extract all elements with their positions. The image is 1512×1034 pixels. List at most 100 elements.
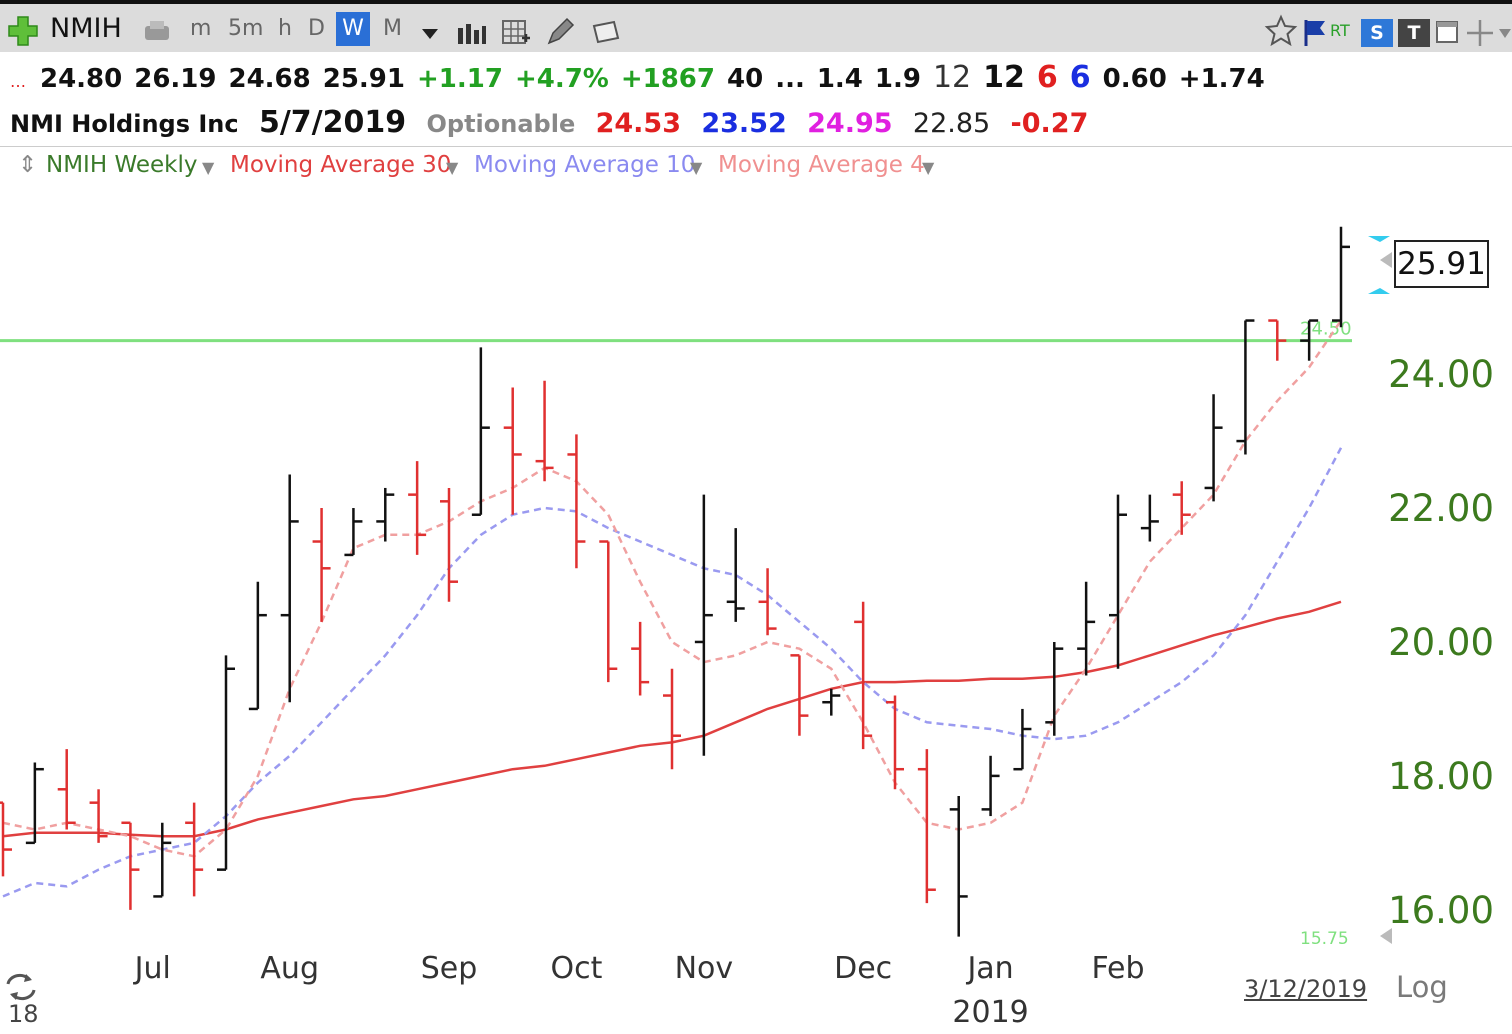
timeframe-5m[interactable]: 5m	[228, 16, 264, 41]
ohlc-bar[interactable]	[1268, 319, 1287, 361]
chevron-down-icon[interactable]	[420, 24, 440, 44]
x-tick-label: Sep	[421, 951, 478, 986]
link-icon[interactable]	[142, 18, 176, 48]
ohlc-bar[interactable]	[280, 474, 299, 703]
notes-icon[interactable]	[590, 18, 622, 48]
low-pointer-icon	[1380, 928, 1392, 944]
y-tick-label: 16.00	[1388, 889, 1494, 932]
quote-value: 24.68	[228, 64, 311, 94]
ohlc-bar[interactable]	[631, 621, 650, 696]
pencil-icon[interactable]	[544, 16, 576, 48]
timeframe-d[interactable]: D	[308, 16, 325, 41]
quote-value: 6	[1036, 60, 1058, 95]
legend-ma10[interactable]: Moving Average 10	[474, 152, 696, 178]
ohlc-bar[interactable]	[153, 822, 172, 898]
quote-value: 0.60	[1102, 64, 1167, 94]
ohlc-bar[interactable]	[408, 461, 427, 555]
ohlc-bar[interactable]	[694, 494, 713, 756]
ohlc-bar[interactable]	[1013, 708, 1032, 771]
chevron-down-icon[interactable]: ▼	[446, 158, 459, 177]
ohlc-bar[interactable]	[1077, 581, 1096, 676]
ohlc-bar[interactable]	[790, 654, 809, 736]
ohlc-bar[interactable]	[344, 508, 363, 557]
indicators-icon[interactable]	[500, 18, 532, 48]
chart-legend: ⇕ NMIH Weekly ▼ Moving Average 30 ▼ Movi…	[0, 150, 1512, 186]
axis-date-label[interactable]: 3/12/2019	[1244, 975, 1368, 1003]
quote-value: +1867	[620, 64, 715, 94]
ohlc-bar[interactable]	[121, 821, 140, 910]
x-tick-label: Dec	[834, 951, 892, 986]
ohlc-bar[interactable]	[0, 801, 12, 877]
ohlc-bar[interactable]	[217, 655, 235, 871]
timeframe-w[interactable]: W	[336, 12, 370, 46]
quote-ellipsis-icon[interactable]: …	[10, 72, 26, 91]
chevron-down-icon[interactable]: ▼	[690, 158, 703, 177]
ohlc-bar[interactable]	[949, 795, 968, 937]
ohlc-bar[interactable]	[917, 749, 936, 904]
ohlc-bar[interactable]	[248, 581, 267, 711]
ohlc-bar[interactable]	[503, 387, 522, 515]
ohlc-bar[interactable]	[1236, 319, 1255, 455]
timeframe-mo[interactable]: M	[383, 16, 402, 41]
drag-handle-icon[interactable]: ⇕	[18, 152, 38, 178]
ohlc-bar[interactable]	[1172, 481, 1191, 535]
ohlc-bar[interactable]	[567, 434, 586, 569]
ohlc-bar[interactable]	[312, 508, 331, 622]
ohlc-bar[interactable]	[1045, 641, 1064, 736]
ohlc-bar[interactable]	[726, 528, 745, 622]
optionable-label: Optionable	[426, 110, 576, 138]
more-icon[interactable]	[1498, 24, 1512, 44]
ohlc-bar[interactable]	[185, 802, 204, 897]
year-corner-label: 18	[8, 1000, 39, 1028]
ohlc-bar[interactable]	[822, 688, 841, 716]
quote-value: ...	[775, 64, 805, 94]
refresh-icon[interactable]	[4, 970, 38, 1004]
chevron-down-icon[interactable]: ▼	[202, 158, 215, 177]
ohlc-bar[interactable]	[471, 347, 490, 516]
log-scale-toggle[interactable]: Log	[1396, 970, 1448, 1004]
ohlc-bar[interactable]	[599, 540, 618, 683]
company-name: NMI Holdings Inc	[10, 110, 239, 138]
x-tick-label: Oct	[550, 951, 602, 986]
timeframe-m[interactable]: m	[190, 16, 212, 41]
low-label: 15.75	[1300, 929, 1349, 949]
ohlc-bar[interactable]	[1109, 494, 1127, 669]
flag-icon[interactable]	[1302, 18, 1328, 48]
ohlc-bar[interactable]	[854, 601, 873, 750]
rt-label[interactable]: RT	[1330, 21, 1350, 40]
legend-ma4[interactable]: Moving Average 4	[718, 152, 925, 178]
ohlc-bar[interactable]	[535, 380, 554, 482]
ohlc-bar[interactable]	[57, 749, 76, 830]
ohlc-bar[interactable]	[376, 487, 395, 542]
ohlc-bar[interactable]	[758, 568, 777, 636]
ohlc-bar[interactable]	[1140, 494, 1159, 542]
ohlc-bar[interactable]	[886, 695, 904, 790]
move-icon[interactable]	[1466, 18, 1494, 48]
symbol-label[interactable]: NMIH	[50, 13, 122, 44]
ohlc-bar[interactable]	[25, 762, 44, 845]
ma4-line[interactable]	[2, 319, 1343, 858]
add-symbol-icon[interactable]	[6, 14, 40, 48]
chevron-down-icon[interactable]: ▼	[922, 158, 935, 177]
legend-ma30[interactable]: Moving Average 30	[230, 152, 452, 178]
ma30-value: 24.53	[595, 108, 681, 139]
ohlc-bar[interactable]	[440, 487, 458, 602]
ohlc-bar[interactable]	[981, 755, 1000, 817]
price-pointer-icon	[1380, 252, 1392, 268]
ohlc-bar[interactable]	[1332, 226, 1350, 328]
value-2: -0.27	[1010, 108, 1089, 139]
ohlc-bar[interactable]	[1204, 394, 1223, 502]
window-icon[interactable]	[1434, 18, 1462, 48]
star-icon[interactable]	[1264, 14, 1298, 48]
legend-series[interactable]: NMIH Weekly	[46, 152, 198, 178]
ohlc-bar[interactable]	[1300, 319, 1319, 361]
t-button[interactable]: T	[1398, 19, 1430, 47]
ohlc-bar[interactable]	[663, 668, 681, 770]
quote-value: +1.74	[1178, 64, 1265, 94]
s-button[interactable]: S	[1361, 19, 1393, 47]
timeframe-h[interactable]: h	[278, 16, 292, 41]
quote-value: 12	[983, 60, 1025, 95]
bar-style-icon[interactable]	[456, 20, 488, 48]
ohlc-bar[interactable]	[89, 789, 108, 843]
